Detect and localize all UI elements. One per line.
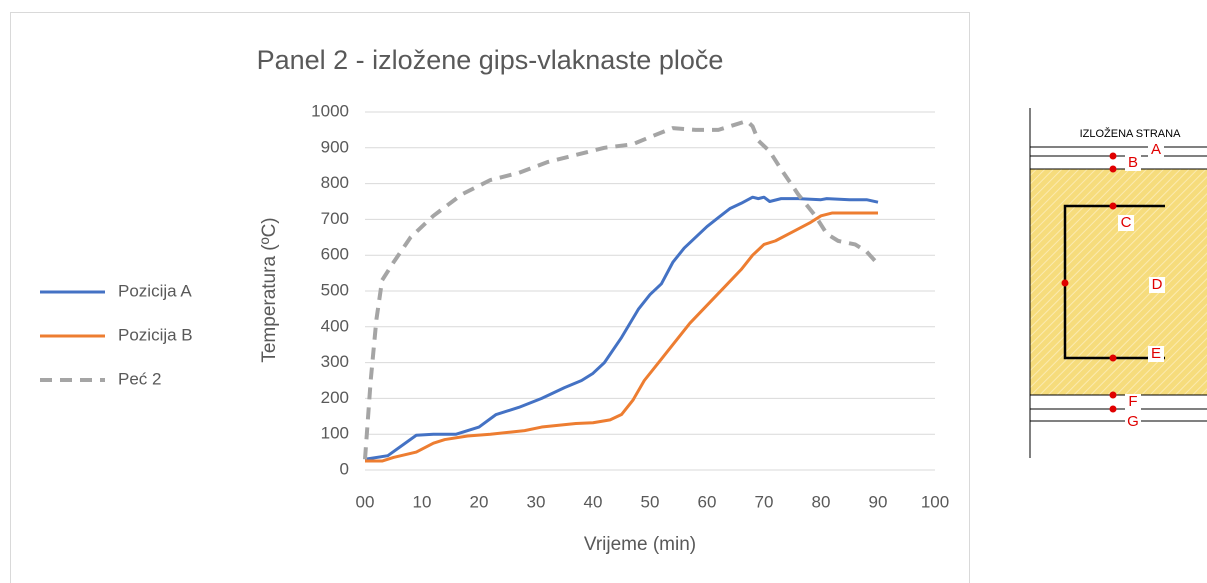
y-tick-label: 900 <box>321 137 349 156</box>
sensor-dot <box>1109 165 1117 173</box>
series-line <box>364 195 879 461</box>
y-tick-label: 500 <box>321 280 349 299</box>
y-tick-label: 100 <box>321 424 349 443</box>
sensor-label: C <box>1121 214 1132 231</box>
x-tick-label: 100 <box>921 492 949 511</box>
y-tick-label: 300 <box>321 352 349 371</box>
y-tick-label: 400 <box>321 316 349 335</box>
y-tick-label: 0 <box>340 459 349 478</box>
sensor-dot <box>1109 202 1117 210</box>
x-tick-label: 20 <box>470 492 489 511</box>
label-box <box>1148 346 1164 362</box>
x-tick-label: 30 <box>527 492 546 511</box>
x-tick-label: 70 <box>755 492 774 511</box>
y-tick-label: 200 <box>321 388 349 407</box>
sensor-label: E <box>1151 345 1161 362</box>
x-tick-label: 00 <box>356 492 375 511</box>
y-tick-label: 800 <box>321 173 349 192</box>
sensor-label: D <box>1152 276 1163 293</box>
sensor-dot <box>1109 354 1117 362</box>
y-axis-label: Temperatura (ºC) <box>259 217 280 362</box>
label-box <box>1125 414 1141 430</box>
legend-label: Pozicija B <box>118 325 193 344</box>
x-tick-label: 90 <box>869 492 888 511</box>
legend-label: Peć 2 <box>118 369 161 388</box>
sensor-label: B <box>1128 154 1138 171</box>
sensor-dot <box>1061 279 1069 287</box>
series-line <box>365 211 878 463</box>
y-tick-label: 700 <box>321 209 349 228</box>
y-tick-label: 600 <box>321 245 349 264</box>
label-box <box>1125 394 1141 410</box>
sensor-label: A <box>1151 141 1161 158</box>
sensor-label: F <box>1128 393 1137 410</box>
legend-label: Pozicija A <box>118 281 192 300</box>
sensor-dot <box>1109 405 1117 413</box>
sensor-dot <box>1109 391 1117 399</box>
x-tick-label: 80 <box>812 492 831 511</box>
label-box <box>1148 142 1164 158</box>
board <box>1030 169 1207 395</box>
x-tick-label: 60 <box>698 492 717 511</box>
chart-frame <box>10 12 970 583</box>
x-tick-label: 10 <box>413 492 432 511</box>
x-axis-label: Vrijeme (min) <box>584 534 696 555</box>
series-line <box>363 118 880 460</box>
plot: 0 100 200 300 400 500 600 700 800 900 1000 00 10 20 30… <box>311 101 949 511</box>
chart-title: Panel 2 - izložene gips-vlaknaste ploče <box>257 45 724 75</box>
sensor-label: G <box>1127 413 1139 430</box>
diagram-header: IZLOŽENA STRANA <box>1080 127 1182 140</box>
label-box <box>1118 215 1134 231</box>
label-box <box>1149 277 1165 293</box>
sensor-dot <box>1109 152 1117 160</box>
x-tick-label: 50 <box>641 492 660 511</box>
diagram: IZLOŽENA STRANA AB C D E FG <box>1029 108 1207 458</box>
y-tick-label: 1000 <box>311 101 349 120</box>
diagram-labels: AB C D E FG <box>1061 141 1165 430</box>
x-tick-label: 40 <box>584 492 603 511</box>
label-box <box>1125 155 1141 171</box>
